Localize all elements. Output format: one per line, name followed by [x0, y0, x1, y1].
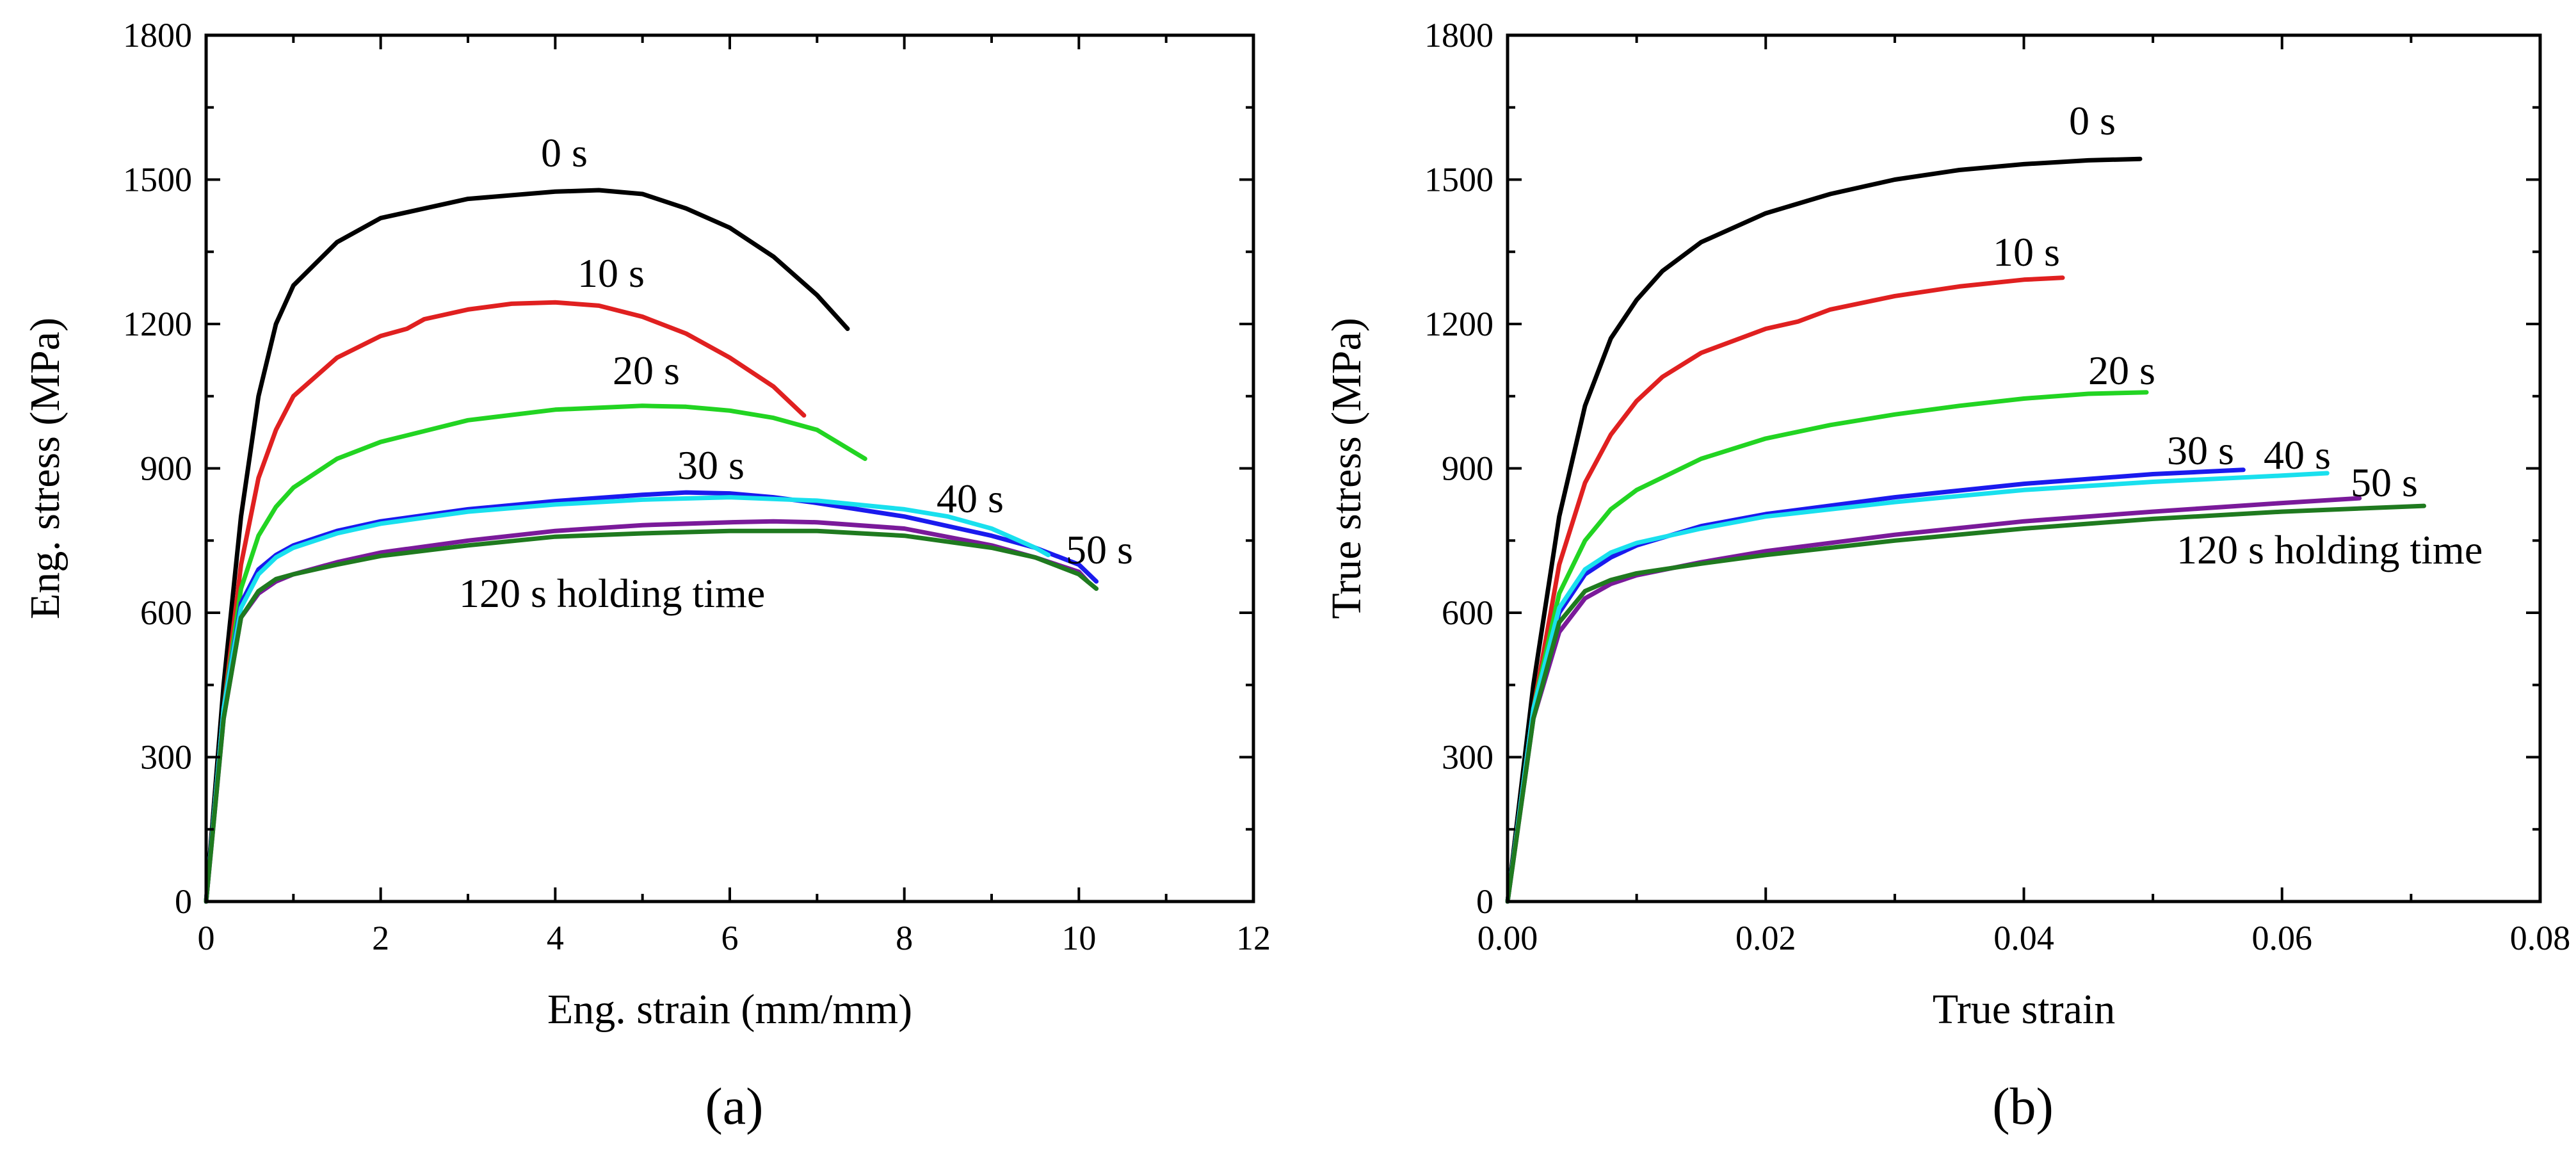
curve-label-30-s: 30 s — [677, 442, 745, 488]
y-tick-label: 300 — [140, 738, 192, 777]
curve-label-30-s: 30 s — [2167, 428, 2234, 473]
y-tick-label: 900 — [140, 449, 192, 488]
y-tick-label: 1200 — [123, 305, 192, 343]
y-axis-title: True stress (MPa) — [1323, 318, 1370, 619]
panel-b: 0.00 0.02 0.04 0.06 0.08 0 300 600 900 1200 1500 18… — [1323, 16, 2570, 1135]
y-axis-title: Eng. stress (MPa) — [22, 318, 68, 619]
series-line-20-s — [204, 403, 867, 904]
curve-label-20-s: 20 s — [613, 348, 680, 393]
x-axis-title: Eng. strain (mm/mm) — [547, 986, 912, 1033]
x-tick-label: 0.00 — [1477, 919, 1538, 957]
curve-label-120-s-holding-time: 120 s holding time — [459, 570, 765, 616]
curve-label-40-s: 40 s — [937, 476, 1004, 521]
y-tick-label: 1200 — [1424, 305, 1493, 343]
curve-label-120-s-holding-time: 120 s holding time — [2177, 527, 2483, 572]
curve-label-20-s: 20 s — [2088, 348, 2155, 393]
x-tick-label: 0.06 — [2252, 919, 2313, 957]
y-tick-label: 300 — [1442, 738, 1493, 777]
y-tick-label: 900 — [1442, 449, 1493, 488]
curve-label-10-s: 10 s — [1993, 229, 2060, 275]
y-tick-label: 0 — [1476, 882, 1493, 921]
y-tick-label: 600 — [1442, 594, 1493, 632]
y-tick-label: 1800 — [123, 16, 192, 54]
curve-label-0-s: 0 s — [541, 130, 588, 175]
curve-label-10-s: 10 s — [577, 250, 645, 296]
x-tick-label: 0 — [198, 919, 215, 957]
x-tick-label: 4 — [547, 919, 564, 957]
series-line-40-s — [204, 495, 1051, 904]
series-line-0-s — [1505, 156, 2143, 904]
x-tick-label: 2 — [372, 919, 389, 957]
curve-label-0-s: 0 s — [2069, 98, 2116, 143]
y-tick-label: 600 — [140, 594, 192, 632]
x-tick-label: 6 — [721, 919, 739, 957]
y-tick-label: 1800 — [1424, 16, 1493, 54]
curve-label-50-s: 50 s — [1066, 527, 1133, 572]
series-line-120-s-holding-time — [1505, 503, 2426, 904]
panel-a: 0 2 4 6 8 10 12 0 300 600 900 1200 1500 1800 Eng. stra… — [22, 16, 1271, 1135]
panel-label: (a) — [705, 1077, 763, 1135]
x-tick-label: 0.02 — [1735, 919, 1796, 957]
y-tick-label: 1500 — [123, 161, 192, 199]
y-tick-label: 0 — [175, 882, 192, 921]
series-line-30-s — [1505, 467, 2246, 904]
x-axis-title: True strain — [1933, 986, 2115, 1033]
y-tick-label: 1500 — [1424, 161, 1493, 199]
series-line-40-s — [1505, 471, 2330, 904]
x-tick-label: 8 — [896, 919, 913, 957]
series-line-10-s — [1505, 275, 2065, 904]
x-tick-label: 0.04 — [1993, 919, 2054, 957]
series-line-20-s — [1505, 390, 2149, 904]
series-line-120-s-holding-time — [204, 528, 1099, 904]
x-tick-label: 12 — [1236, 919, 1271, 957]
curve-label-50-s: 50 s — [2351, 460, 2418, 505]
panel-label: (b) — [1992, 1077, 2054, 1135]
x-tick-label: 10 — [1061, 919, 1096, 957]
series-line-0-s — [204, 188, 850, 904]
x-tick-label: 0.08 — [2510, 919, 2571, 957]
series-line-30-s — [204, 490, 1099, 904]
curve-label-40-s: 40 s — [2264, 432, 2331, 478]
series-line-10-s — [204, 300, 807, 904]
